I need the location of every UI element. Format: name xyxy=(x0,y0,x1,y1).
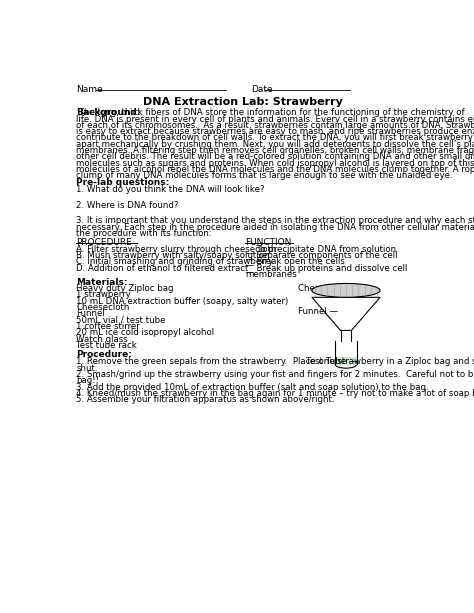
Text: of each of its chromosomes.  As a result, strawberries contain large amounts of : of each of its chromosomes. As a result,… xyxy=(76,121,474,130)
Text: is easy to extract because strawberries are easy to mash, and ripe strawberries : is easy to extract because strawberries … xyxy=(76,127,474,136)
Text: necessary. Each step in the procedure aided in isolating the DNA from other cell: necessary. Each step in the procedure ai… xyxy=(76,223,474,232)
Text: D. Addition of ethanol to filtered extract: D. Addition of ethanol to filtered extra… xyxy=(76,264,249,273)
Ellipse shape xyxy=(312,283,380,297)
Text: 20 mL ice cold isopropyl alcohol: 20 mL ice cold isopropyl alcohol xyxy=(76,329,214,337)
Text: Funnel —: Funnel — xyxy=(298,306,338,316)
Text: __ Break open the cells: __ Break open the cells xyxy=(245,257,345,266)
Text: 1 strawberry: 1 strawberry xyxy=(76,291,131,299)
Text: shut.: shut. xyxy=(76,364,98,373)
Text: 10 mL DNA extraction buffer (soapy, salty water): 10 mL DNA extraction buffer (soapy, salt… xyxy=(76,297,289,306)
Text: The long, thick fibers of DNA store the information for the functioning of the c: The long, thick fibers of DNA store the … xyxy=(76,109,465,117)
Text: PROCEDURE: PROCEDURE xyxy=(76,238,132,246)
Text: Heavy duty Ziploc bag: Heavy duty Ziploc bag xyxy=(76,284,174,293)
Text: 5. Assemble your filtration apparatus as shown above/right.: 5. Assemble your filtration apparatus as… xyxy=(76,395,335,404)
Text: Cheesecloth: Cheesecloth xyxy=(76,303,130,312)
Text: 4. Kneed/mush the strawberry in the bag again for 1 minute – try not to make a l: 4. Kneed/mush the strawberry in the bag … xyxy=(76,389,474,398)
Text: A. Filter strawberry slurry through cheesecloth: A. Filter strawberry slurry through chee… xyxy=(76,245,277,254)
Text: membranes: membranes xyxy=(245,270,297,279)
Text: 3. It is important that you understand the steps in the extraction procedure and: 3. It is important that you understand t… xyxy=(76,216,474,226)
Text: 50mL vial / test tube: 50mL vial / test tube xyxy=(76,316,166,325)
Text: __ To precipitate DNA from solution: __ To precipitate DNA from solution xyxy=(245,245,396,254)
Text: 3. Add the provided 10mL of extraction buffer (salt and soap solution) to the ba: 3. Add the provided 10mL of extraction b… xyxy=(76,383,429,392)
Text: contribute to the breakdown of cell walls. To extract the DNA, you will first br: contribute to the breakdown of cell wall… xyxy=(76,134,474,142)
Text: membranes. A filtering step then removes cell organelles, broken cell walls, mem: membranes. A filtering step then removes… xyxy=(76,146,474,155)
Text: the procedure with its function:: the procedure with its function: xyxy=(76,229,212,238)
Text: molecules such as sugars and proteins. When cold isopropyl alcohol is layered on: molecules such as sugars and proteins. W… xyxy=(76,159,474,168)
Text: Materials:: Materials: xyxy=(76,278,128,287)
Text: Test Tube —: Test Tube — xyxy=(306,357,357,366)
Text: molecules of alcohol repel the DNA molecules and the DNA molecules clump togethe: molecules of alcohol repel the DNA molec… xyxy=(76,165,474,174)
Text: 1. Remove the green sepals from the strawberry.  Place one strawberry in a Ziplo: 1. Remove the green sepals from the stra… xyxy=(76,357,474,367)
Text: C. Initial smashing and grinding of strawberry: C. Initial smashing and grinding of stra… xyxy=(76,257,273,266)
Text: FUNCTION: FUNCTION xyxy=(245,238,292,246)
Text: Name: Name xyxy=(76,85,103,94)
Text: bag!!: bag!! xyxy=(76,376,99,386)
Text: Watch glass: Watch glass xyxy=(76,335,128,344)
Text: Cheesecloth —: Cheesecloth — xyxy=(298,284,363,294)
Text: Funnel: Funnel xyxy=(76,310,105,318)
Text: 1 coffee stirrer: 1 coffee stirrer xyxy=(76,322,140,331)
Text: 2. Smash/grind up the strawberry using your fist and fingers for 2 minutes.  Car: 2. Smash/grind up the strawberry using y… xyxy=(76,370,474,379)
Text: __ Break up proteins and dissolve cell: __ Break up proteins and dissolve cell xyxy=(245,264,408,273)
Text: __ Separate components of the cell: __ Separate components of the cell xyxy=(245,251,398,260)
Text: B. Mush strawberry with salty/soapy solution: B. Mush strawberry with salty/soapy solu… xyxy=(76,251,270,260)
Text: Pre-lab questions:: Pre-lab questions: xyxy=(76,178,170,187)
Text: life. DNA is present in every cell of plants and animals. Every cell in a strawb: life. DNA is present in every cell of pl… xyxy=(76,115,474,124)
Text: clump of many DNA molecules forms that is large enough to see with the unaided e: clump of many DNA molecules forms that i… xyxy=(76,172,453,180)
Text: 2. Where is DNA found?: 2. Where is DNA found? xyxy=(76,200,179,210)
Text: Procedure:: Procedure: xyxy=(76,350,132,359)
Text: DNA Extraction Lab: Strawberry: DNA Extraction Lab: Strawberry xyxy=(143,97,343,107)
Text: Test tube rack: Test tube rack xyxy=(76,341,137,350)
Text: other cell debris. The result will be a red-colored solution containing DNA and : other cell debris. The result will be a … xyxy=(76,153,474,161)
Text: apart mechanically by crushing them. Next, you will add detergents to dissolve t: apart mechanically by crushing them. Nex… xyxy=(76,140,474,149)
Text: Date: Date xyxy=(251,85,273,94)
Text: Background:: Background: xyxy=(76,109,141,117)
Text: 1. What do you think the DNA will look like?: 1. What do you think the DNA will look l… xyxy=(76,185,265,194)
